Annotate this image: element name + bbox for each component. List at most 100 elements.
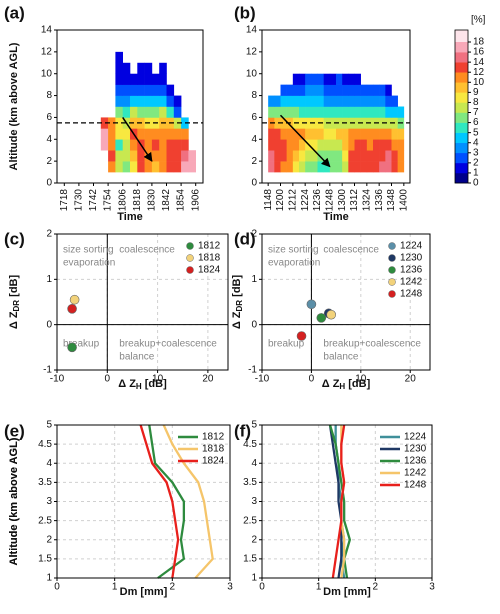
heat-cell bbox=[122, 139, 131, 151]
heat-cell bbox=[385, 150, 392, 162]
heat-cell bbox=[354, 117, 361, 129]
heat-cell bbox=[317, 128, 324, 140]
heat-cell bbox=[336, 106, 343, 118]
point bbox=[326, 309, 336, 320]
heat-cell bbox=[274, 150, 281, 162]
heat-cell bbox=[305, 161, 312, 173]
heat-cell bbox=[305, 150, 312, 162]
y-tick-label: 5 bbox=[251, 420, 257, 431]
y-tick-label: 3 bbox=[251, 496, 257, 507]
panel-label: (a) bbox=[4, 3, 25, 22]
heat-cell bbox=[360, 106, 368, 118]
colorbar-tick-label: 7 bbox=[473, 107, 479, 118]
heat-cell bbox=[280, 128, 287, 140]
y-tick-label: 12 bbox=[246, 46, 258, 57]
heat-cell bbox=[373, 128, 380, 140]
heat-cell bbox=[115, 95, 123, 107]
heat-cell bbox=[342, 95, 349, 107]
x-tick-label: 2 bbox=[170, 582, 176, 593]
heat-cell bbox=[144, 95, 153, 107]
heat-cell bbox=[292, 73, 300, 85]
heat-cell bbox=[311, 95, 318, 107]
legend-marker bbox=[388, 278, 396, 286]
heat-cell bbox=[348, 106, 355, 118]
colorbar-frame bbox=[454, 29, 469, 184]
legend-marker bbox=[388, 242, 396, 250]
heat-cell bbox=[397, 128, 405, 140]
x-axis-label: Δ ZH [dB] bbox=[118, 378, 167, 391]
heat-cell bbox=[397, 139, 405, 151]
heat-cell bbox=[391, 106, 398, 118]
heat-cell bbox=[144, 84, 153, 96]
legend-label: 1242 bbox=[400, 277, 423, 288]
heat-cell bbox=[292, 139, 300, 151]
heat-cell bbox=[317, 161, 324, 173]
x-tick-label: 20 bbox=[202, 374, 214, 385]
profile-line bbox=[148, 424, 186, 579]
heat-cell bbox=[373, 161, 380, 173]
heat-cell bbox=[360, 95, 368, 107]
heat-cell bbox=[379, 150, 386, 162]
x-tick-label: -10 bbox=[50, 374, 65, 385]
heat-cell bbox=[366, 106, 374, 118]
heat-cell bbox=[280, 139, 287, 151]
plot-frame bbox=[56, 424, 231, 579]
heat-cell bbox=[379, 128, 386, 140]
heat-cell bbox=[342, 161, 349, 173]
colorbar-band bbox=[455, 82, 468, 93]
heat-cell bbox=[130, 73, 138, 85]
heat-cell bbox=[115, 73, 123, 85]
heat-cell bbox=[280, 161, 287, 173]
y-tick-label: 4 bbox=[251, 134, 257, 145]
heat-cell bbox=[173, 139, 182, 151]
legend-label: 1818 bbox=[198, 253, 221, 264]
heat-cell bbox=[311, 84, 318, 96]
y-tick-label: 4 bbox=[46, 458, 52, 469]
x-tick-label: 1224 bbox=[300, 189, 311, 212]
y-tick-label: 0 bbox=[251, 178, 257, 189]
heat-cell bbox=[166, 128, 175, 140]
heat-cell bbox=[336, 161, 343, 173]
heat-cell bbox=[336, 128, 343, 140]
heat-cell bbox=[385, 84, 392, 96]
heat-cell bbox=[151, 84, 160, 96]
heat-cell bbox=[274, 161, 281, 173]
heat-cell bbox=[173, 161, 182, 173]
heat-cell bbox=[159, 128, 167, 140]
colorbar-tick-label: 3 bbox=[473, 147, 479, 158]
x-axis-label: Dm [mm] bbox=[323, 586, 371, 598]
legend-label: 1230 bbox=[404, 444, 427, 455]
heat-cell bbox=[108, 117, 116, 129]
plot-frame bbox=[261, 29, 411, 184]
heat-cell bbox=[292, 106, 300, 118]
heat-cell bbox=[366, 150, 374, 162]
colorbar-tick-label: 18 bbox=[473, 37, 485, 48]
heat-cell bbox=[373, 139, 380, 151]
heat-cell bbox=[354, 73, 361, 85]
profile-line bbox=[331, 424, 346, 579]
heat-cell bbox=[299, 161, 306, 173]
heat-cell bbox=[280, 95, 287, 107]
x-tick-label: 3 bbox=[429, 582, 435, 593]
y-tick-label: 4.5 bbox=[38, 439, 52, 450]
heat-cell bbox=[323, 128, 331, 140]
heat-cell bbox=[115, 84, 123, 96]
y-tick-label: 2.5 bbox=[38, 515, 52, 526]
heat-cell bbox=[122, 84, 131, 96]
heat-cell bbox=[280, 106, 287, 118]
point bbox=[67, 342, 77, 353]
legend-label: 1236 bbox=[400, 265, 423, 276]
x-axis-label-part: [dB] bbox=[142, 378, 167, 390]
x-tick-label: 1842 bbox=[161, 189, 172, 212]
x-tick-label: 0 bbox=[54, 582, 60, 593]
y-axis-label: Δ ZDR [dB] bbox=[8, 275, 21, 330]
heat-cell bbox=[130, 139, 138, 151]
heat-cell bbox=[373, 106, 380, 118]
y-tick-label: 4 bbox=[251, 458, 257, 469]
region-note: balance bbox=[323, 352, 358, 363]
heat-cell bbox=[137, 62, 145, 75]
panel-label: (e) bbox=[4, 421, 25, 440]
heat-cell bbox=[122, 161, 131, 173]
x-tick-label: 1742 bbox=[88, 189, 99, 212]
